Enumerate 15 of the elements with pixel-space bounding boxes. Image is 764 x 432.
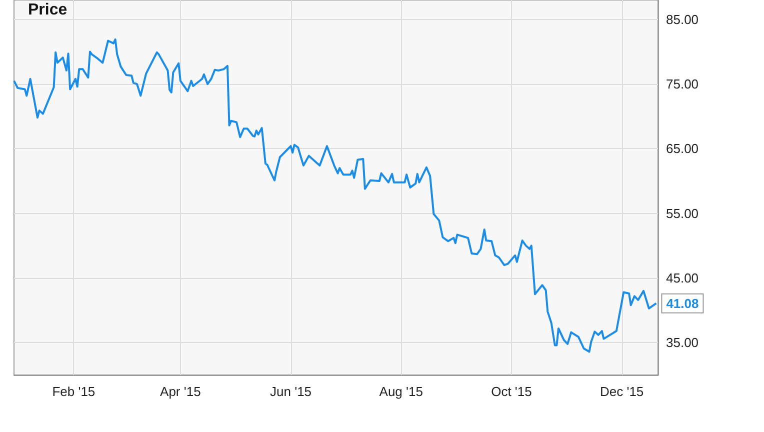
x-tick-label: Feb '15 bbox=[52, 384, 96, 399]
y-tick-label: 45.00 bbox=[666, 270, 699, 286]
chart-title: Price bbox=[28, 2, 68, 18]
x-tick-label: Aug '15 bbox=[379, 384, 423, 399]
x-tick-label: Apr '15 bbox=[160, 384, 201, 399]
data-label: 41.08 bbox=[666, 296, 699, 311]
y-tick-label: 65.00 bbox=[666, 141, 699, 156]
y-tick-label: 35.00 bbox=[666, 335, 699, 350]
x-tick-label: Jun '15 bbox=[270, 384, 312, 399]
line-series bbox=[13, 38, 658, 353]
x-tick-label: Dec '15 bbox=[600, 384, 644, 399]
y-tick-label: 85.00 bbox=[666, 12, 699, 27]
y-tick-label: 75.00 bbox=[666, 76, 699, 92]
y-tick-label: 55.00 bbox=[666, 206, 699, 221]
x-tick-label: Oct '15 bbox=[491, 384, 532, 399]
